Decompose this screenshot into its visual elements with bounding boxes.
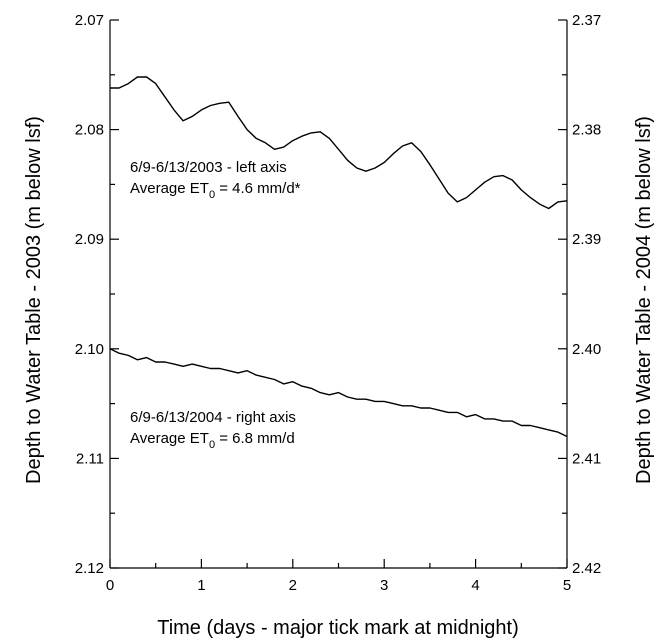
left-y-tick-label: 2.10	[75, 341, 104, 358]
annotation-2003-line1: 6/9-6/13/2003 - left axis	[130, 159, 287, 176]
annotation-2004: 6/9-6/13/2004 - right axis Average ET0 =…	[130, 409, 296, 451]
right-y-tick-label: 2.40	[572, 341, 601, 358]
x-tick-label: 1	[197, 577, 205, 594]
annotation-2004-line2: Average ET0 = 6.8 mm/d	[130, 430, 295, 451]
series-group	[109, 76, 568, 438]
left-y-axis-title: Depth to Water Table - 2003 (m below lsf…	[23, 116, 45, 484]
series-2003-line	[110, 76, 568, 210]
x-tick-label: 2	[289, 577, 297, 594]
x-tick-label: 4	[471, 577, 479, 594]
right-y-tick-label: 2.38	[572, 122, 601, 139]
right-y-tick-label: 2.41	[572, 450, 601, 467]
x-tick-label: 5	[563, 577, 571, 594]
x-tick-label: 3	[380, 577, 388, 594]
left-y-tick-label: 2.12	[75, 560, 104, 577]
plot-frame	[109, 20, 568, 569]
right-y-tick-label: 2.42	[572, 560, 601, 577]
annotation-2003-line2: Average ET0 = 4.6 mm/d*	[130, 180, 301, 201]
series-2004-line	[109, 348, 568, 438]
right-y-tick-label: 2.39	[572, 231, 601, 248]
left-y-tick-label: 2.08	[75, 122, 104, 139]
left-y-axis-ticks: 2.07 2.08 2.09 2.10 2.11 2.12	[75, 12, 119, 577]
annotation-2003: 6/9-6/13/2003 - left axis Average ET0 = …	[130, 159, 301, 201]
x-axis-title: Time (days - major tick mark at midnight…	[157, 617, 519, 639]
x-tick-label: 0	[106, 577, 114, 594]
right-y-tick-label: 2.37	[572, 12, 601, 29]
left-y-tick-label: 2.07	[75, 12, 104, 29]
x-axis-ticks: 0 1 2 3 4 5	[106, 559, 571, 594]
left-y-tick-label: 2.11	[76, 450, 104, 467]
annotation-2004-line1: 6/9-6/13/2004 - right axis	[130, 409, 296, 426]
right-y-axis-title: Depth to Water Table - 2004 (m below lsf…	[633, 116, 655, 484]
left-y-tick-label: 2.09	[75, 231, 104, 248]
right-y-axis-ticks: 2.37 2.38 2.39 2.40 2.41 2.42	[558, 12, 601, 577]
